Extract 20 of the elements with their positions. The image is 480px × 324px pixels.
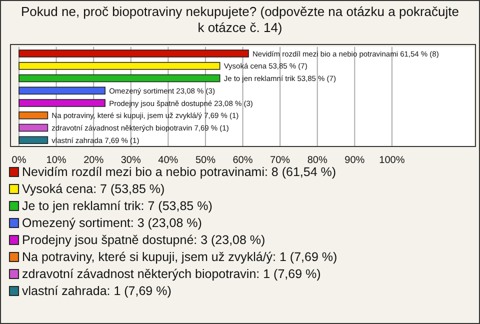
x-tick-label: 40% xyxy=(158,155,178,166)
x-tick-label: 90% xyxy=(344,155,365,166)
legend-label: Nevidím rozdíl mezi bio a nebio potravinami: 8 (61,54 %) xyxy=(22,164,336,178)
chart-title: Pokud ne, proč biopotraviny nekupujete? (odpovězte na otázku a pokračujte k otázce č. 14) xyxy=(20,4,460,36)
legend-label: Vysoká cena: 7 (53,85 %) xyxy=(22,182,165,196)
x-tick-label: 20% xyxy=(84,155,104,166)
x-tick-label: 10% xyxy=(46,155,66,166)
legend-label: zdravotní závadnost některých biopotravin: 1 (7,69 %) xyxy=(22,266,321,280)
legend-label: Je to jen reklamní trik: 7 (53,85 %) xyxy=(22,198,212,212)
legend-label: vlastní zahrada: 1 (7,69 %) xyxy=(22,284,172,298)
legend-label: Prodejny jsou špatně dostupné: 3 (23,08 %) xyxy=(22,232,266,246)
x-tick-label: 80% xyxy=(307,155,328,166)
x-tick-label: 30% xyxy=(120,155,141,166)
legend-label: Na potraviny, které si kupuji, jsem už zvyklá/ý: 1 (7,69 %) xyxy=(22,250,338,264)
x-tick-label: 70% xyxy=(270,155,290,166)
x-tick-label: 50% xyxy=(195,155,216,166)
x-tick-label: 60% xyxy=(232,155,253,166)
x-tick-label: 100% xyxy=(379,155,405,166)
x-tick-label: 0% xyxy=(12,155,26,166)
legend-label: Omezený sortiment: 3 (23,08 %) xyxy=(22,216,202,230)
